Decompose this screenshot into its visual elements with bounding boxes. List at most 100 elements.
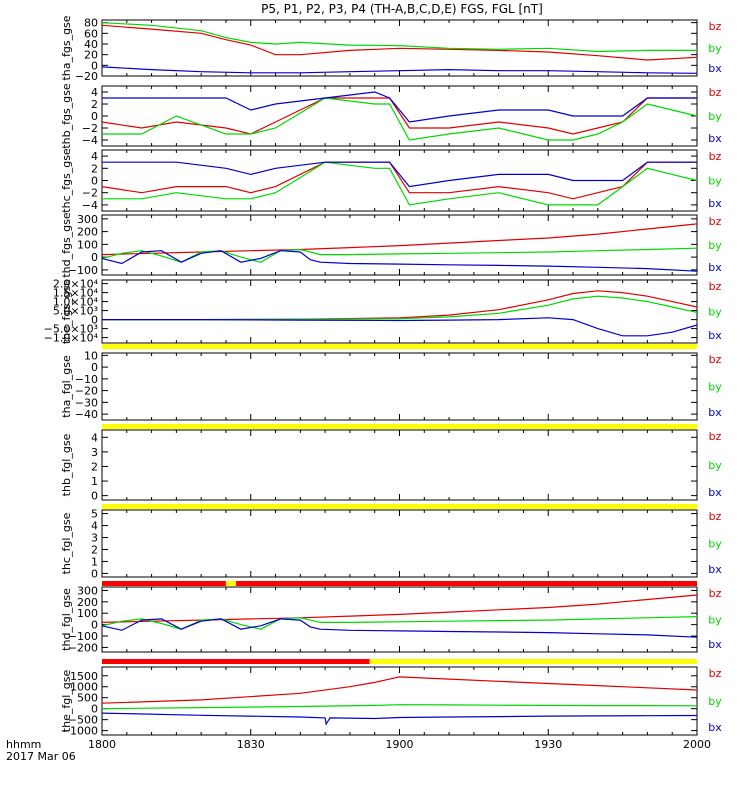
y-tick-label: 3 [91,446,98,459]
y-tick-label: 1.0×10⁴ [53,296,99,309]
y-tick-label: 0 [91,110,98,123]
y-tick-label: 2 [91,98,98,111]
panel-frame [101,429,698,501]
status-bar-segment [225,581,236,586]
legend-bx: bx [708,132,722,145]
status-bar-segment [235,581,697,586]
y-axis-label: thb_fgs_gse [60,83,73,149]
y-tick-label: −4 [82,199,98,212]
x-tick-label: 1930 [534,738,562,751]
series-bx [102,161,697,188]
y-tick-label: 4 [91,86,98,99]
y-tick-label: 300 [77,584,98,597]
y-tick-label: −1000 [61,725,98,738]
status-bar-segment [102,504,697,509]
series-by [102,295,698,321]
y-tick-label: 1000 [70,681,98,694]
series-by [101,704,698,710]
y-tick-label: −500 [68,714,98,727]
x-tick-label: 1830 [237,738,265,751]
legend-by: by [708,459,722,472]
series-by [101,22,697,53]
y-tick-label: −20 [75,70,98,83]
series-by [101,247,698,263]
y-tick-label: 500 [77,692,98,705]
legend-bx: bx [708,486,722,499]
panel-thb_fgl_gse: 4 32 1 0 thb_fgl_gse bz by bx [60,429,722,503]
y-tick-label: −1.0×10⁴ [44,332,99,345]
series-bz [101,24,698,61]
y-tick-label: −4 [82,134,98,147]
series-bx [101,66,698,74]
legend-bz: bz [709,86,722,99]
legend-bx: bx [708,721,722,734]
y-tick-label: 60 [84,27,98,40]
y-tick-label: 2 [91,460,98,473]
x-tick-label: 1800 [88,738,116,751]
y-tick-label: 0 [91,59,98,72]
status-bar-segment [102,659,370,664]
y-tick-label: −30 [75,396,98,409]
y-tick-label: 5.0×10³ [53,305,98,318]
y-tick-label: 0 [91,361,98,374]
y-tick-label: 20 [84,49,98,62]
series-by [102,161,698,206]
y-axis-label: tha_fgs_gse [60,15,73,80]
y-tick-label: 4 [91,520,98,533]
y-tick-label: −2 [82,187,98,200]
chart-title: P5, P1, P2, P3, P4 (TH-A,B,C,D,E) FGS, F… [261,2,543,16]
legend-bx: bx [708,261,722,274]
series-bz [101,676,698,704]
legend-bx: bx [708,62,722,75]
y-tick-label: 100 [77,607,98,620]
y-tick-label: 200 [77,596,98,609]
legend-by: by [708,175,722,188]
y-tick-label: −5.0×10³ [44,323,98,336]
status-bar-segment [102,581,226,586]
y-tick-label: 0 [91,314,98,327]
legend-bz: bz [709,510,722,523]
y-axis-label: thc_fgl_gse [60,512,73,574]
legend-bx: bx [708,638,722,651]
series-bx [101,250,698,272]
y-tick-label: 2 [91,543,98,556]
y-tick-label: 200 [77,226,98,239]
panel-thb_fgs_gse: 420−2−4 thb_fgs_gse bz by bx [60,83,722,149]
y-axis-label: thd_fgl_gse [60,588,73,651]
panel-the_fgs_gse: 2.0×10⁴1.5×10⁴1.0×10⁴5.0×10³0−5.0×10³−1.… [44,278,723,345]
time-axis-label: hhmm [6,738,41,751]
y-tick-label: 80 [84,17,98,30]
y-tick-label: 2.0×10⁴ [53,278,99,291]
status-bar-segment [369,659,697,664]
y-axis-label: thb_fgl_gse [60,433,73,496]
y-tick-label: 0 [91,567,98,580]
legend-by: by [708,538,722,551]
legend-by: by [708,614,722,627]
y-tick-label: 0 [91,703,98,716]
time-axis: 1800 1830 1900 1930 2000 [88,738,711,751]
status-bar-segment [102,424,697,429]
legend-bx: bx [708,329,722,342]
series-bx [102,317,698,337]
series-bx [101,712,698,726]
date-label: 2017 Mar 06 [6,750,76,763]
y-tick-label: −2 [82,122,98,135]
legend-bz: bz [709,20,722,33]
legend-by: by [708,110,722,123]
legend-bz: bz [709,280,722,293]
y-axis-label: thc_fgs_gse [60,148,73,213]
y-tick-label: 0 [91,175,98,188]
series-by [101,616,698,630]
panel-thc_fgs_gse: 420−2−4 thc_fgs_gse bz by bx [60,148,722,213]
y-tick-label: 1 [91,555,98,568]
y-tick-label: −10 [75,373,98,386]
y-tick-label: 2 [91,162,98,175]
legend-bx: bx [708,406,722,419]
panel-frame [101,352,698,421]
legend-by: by [708,381,722,394]
y-tick-label: 5 [91,508,98,521]
